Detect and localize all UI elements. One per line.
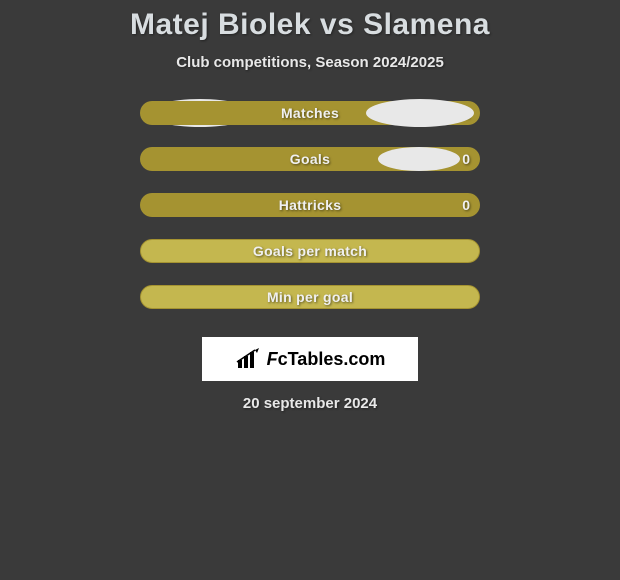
bubble-right — [378, 147, 460, 171]
page-title: Matej Biolek vs Slamena — [130, 8, 490, 42]
chart-icon — [235, 348, 261, 370]
stat-bar: Goals per match — [140, 239, 480, 263]
stat-row: Min per goal — [140, 285, 480, 309]
stat-label: Matches — [281, 105, 339, 121]
page-subtitle: Club competitions, Season 2024/2025 — [176, 54, 444, 71]
stat-label: Min per goal — [267, 289, 353, 305]
stats-area: Matches2 Goals 0 Hattricks 0 Goals per match M… — [140, 101, 480, 331]
stat-label: Hattricks — [279, 197, 342, 213]
logo: FcTables.com — [235, 348, 386, 370]
stat-row: Hattricks 0 — [140, 193, 480, 217]
stat-bar: Hattricks 0 — [140, 193, 480, 217]
logo-box: FcTables.com — [202, 337, 418, 381]
date-text: 20 september 2024 — [243, 395, 377, 412]
logo-text: FcTables.com — [267, 349, 386, 370]
stat-label: Goals per match — [253, 243, 367, 259]
stat-value: 0 — [462, 151, 470, 167]
stat-bar: Min per goal — [140, 285, 480, 309]
bubble-right — [366, 99, 474, 127]
stat-label: Goals — [290, 151, 330, 167]
stat-value: 0 — [462, 197, 470, 213]
root: Matej Biolek vs Slamena Club competition… — [0, 0, 620, 412]
stat-row: Goals 0 — [140, 147, 480, 171]
stat-row: Matches2 — [140, 101, 480, 125]
stat-row: Goals per match — [140, 239, 480, 263]
